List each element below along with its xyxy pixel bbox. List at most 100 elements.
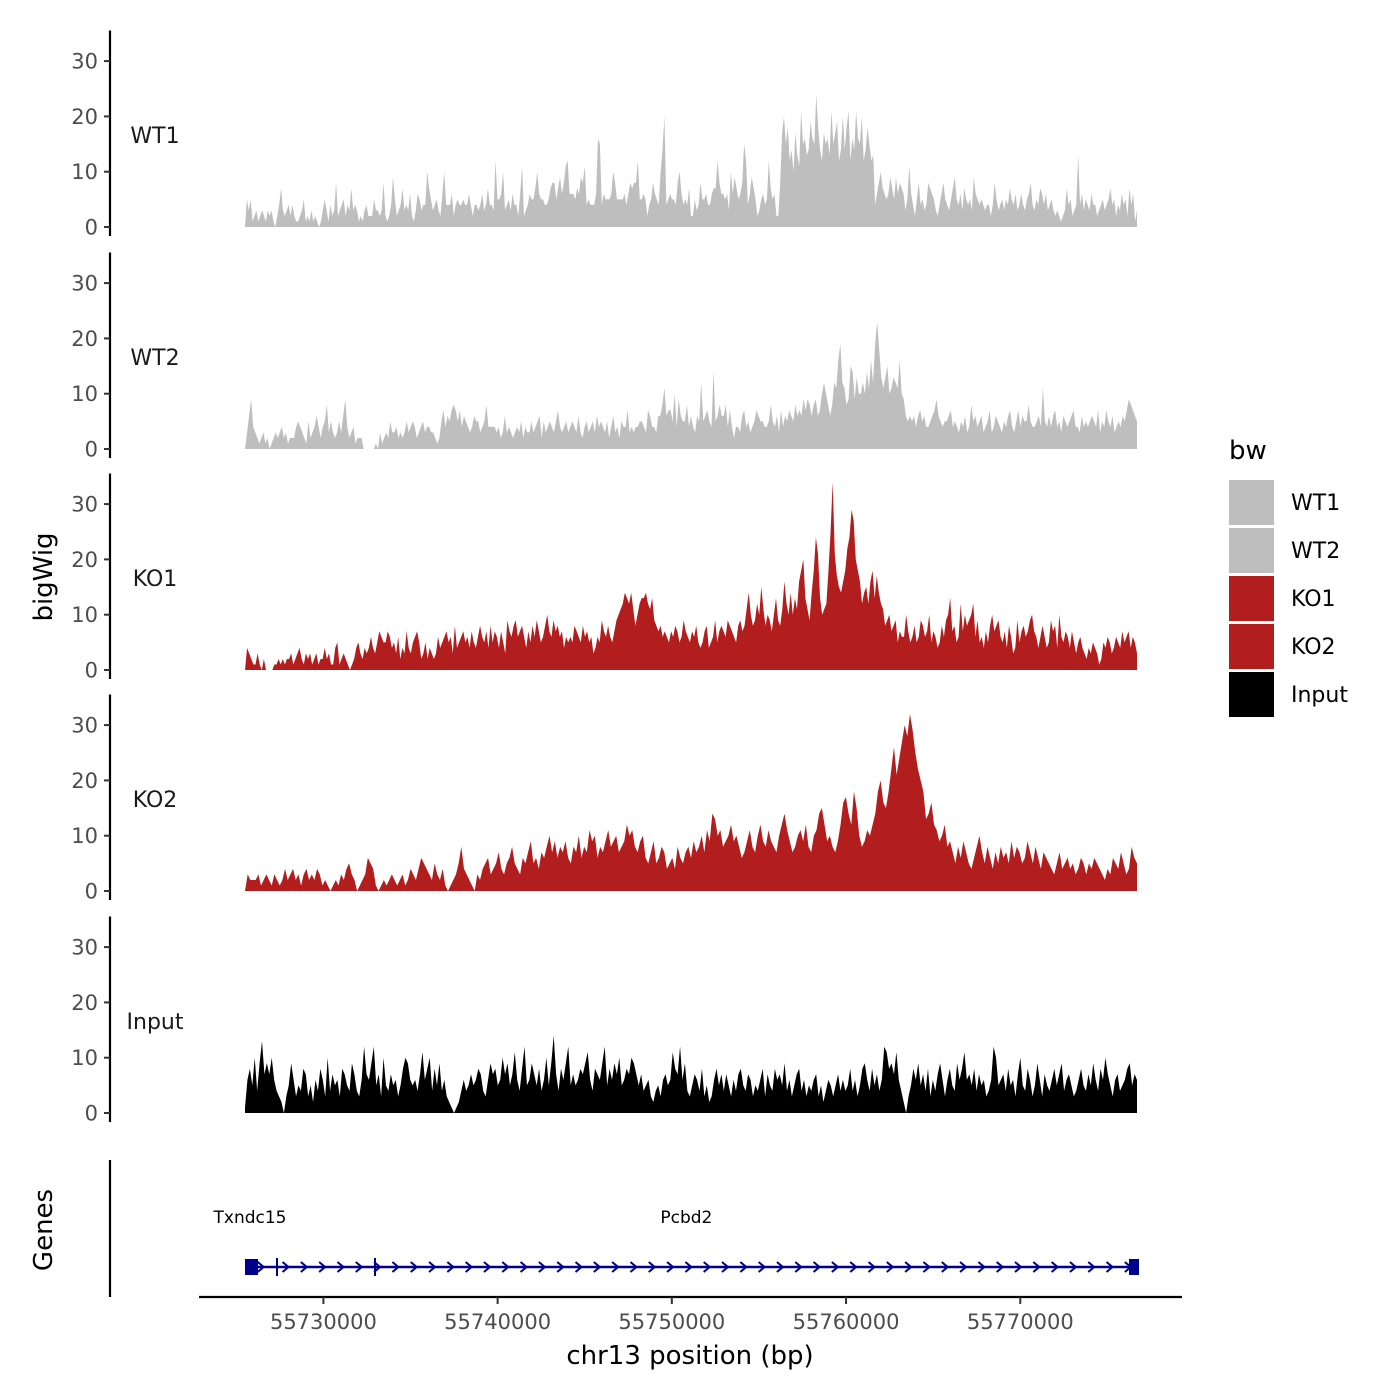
strand-arrow [611, 1261, 620, 1273]
strand-arrow [886, 1261, 895, 1273]
strand-arrow [812, 1261, 822, 1273]
strand-arrow [281, 1261, 291, 1273]
y-tick-label: 10 [71, 824, 98, 848]
y-tick-label: 30 [71, 714, 98, 738]
track-input: 0 10 20 30 Input [71, 916, 1137, 1126]
y-tick-label: 30 [71, 936, 98, 960]
gene-name: Txndc15 [213, 1208, 287, 1228]
strand-arrow [849, 1261, 858, 1273]
genes-axis-title: Genes [29, 1189, 59, 1271]
strand-arrow [1014, 1261, 1023, 1273]
strand-arrow [776, 1261, 785, 1273]
strand-arrow [373, 1261, 382, 1273]
strand-arrow [648, 1261, 657, 1273]
track-label: KO2 [133, 788, 178, 813]
y-tick-label: 20 [71, 769, 98, 793]
track-wt1: 0 10 20 30 WT1 [71, 30, 1137, 240]
strand-arrow [300, 1261, 309, 1273]
strand-arrow [794, 1261, 803, 1273]
y-tick-label: 10 [71, 1046, 98, 1070]
strand-arrow [336, 1261, 346, 1273]
gene-name: Pcbd2 [660, 1208, 712, 1228]
legend-title: bw [1229, 436, 1267, 466]
strand-arrow [556, 1261, 565, 1273]
strand-arrow [977, 1261, 986, 1273]
y-tick-label: 20 [71, 548, 98, 572]
strand-arrow [739, 1261, 748, 1273]
legend-label: WT2 [1291, 539, 1340, 564]
strand-arrow [941, 1261, 950, 1273]
strand-arrow [446, 1261, 455, 1273]
legend-swatch-wt2 [1229, 528, 1274, 573]
x-tick-label: 55730000 [270, 1310, 377, 1334]
x-axis: 55730000 55740000 55750000 55760000 55770000 [199, 1295, 1182, 1334]
legend-label: Input [1291, 683, 1348, 708]
track-wt2: 0 10 20 30 WT2 [71, 252, 1137, 462]
strand-arrow [391, 1261, 400, 1273]
y-tick-label: 10 [71, 603, 98, 627]
x-tick-label: 55760000 [793, 1310, 900, 1334]
y-tick-label: 20 [71, 327, 98, 351]
x-tick-label: 55770000 [967, 1310, 1074, 1334]
strand-arrow [410, 1261, 419, 1273]
y-tick-label: 0 [85, 216, 98, 240]
legend: bw WT1 WT2 KO1 KO2 Input [1229, 436, 1348, 717]
y-tick-label: 20 [71, 105, 98, 129]
track-label: Input [127, 1010, 184, 1035]
strand-arrow [355, 1261, 364, 1273]
y-tick-label: 10 [71, 160, 98, 184]
strand-arrow [428, 1261, 437, 1273]
legend-label: WT1 [1291, 491, 1340, 516]
gene-pcbd2: Pcbd2 [276, 1208, 1137, 1273]
legend-label: KO2 [1291, 635, 1336, 660]
strand-arrow [257, 1261, 266, 1273]
track-label: WT2 [130, 346, 179, 371]
legend-swatch-ko1 [1229, 576, 1274, 621]
y-tick-label: 30 [71, 493, 98, 517]
strand-arrow [1050, 1261, 1060, 1273]
area-ko2 [245, 714, 1137, 891]
area-input [245, 1035, 1137, 1113]
strand-arrow [959, 1261, 968, 1273]
y-tick-label: 30 [71, 50, 98, 74]
strand-arrow [721, 1261, 730, 1273]
legend-swatch-wt1 [1229, 480, 1274, 525]
strand-arrow [593, 1261, 602, 1273]
strand-arrow [483, 1261, 492, 1273]
y-tick-label: 0 [85, 438, 98, 462]
track-ko2: 0 10 20 30 KO2 [71, 694, 1137, 904]
legend-label: KO1 [1291, 587, 1336, 612]
y-tick-label: 10 [71, 382, 98, 406]
strand-arrow [519, 1261, 529, 1273]
strand-arrow [703, 1261, 712, 1273]
strand-arrow [904, 1261, 913, 1273]
track-label: KO1 [133, 567, 178, 592]
y-tick-label: 0 [85, 1102, 98, 1126]
strand-arrow [666, 1261, 675, 1273]
area-wt2 [245, 321, 1137, 449]
strand-arrow [1069, 1261, 1078, 1273]
track-ko1: 0 10 20 30 KO1 [71, 473, 1137, 683]
y-axis-title: bigWig [29, 532, 59, 621]
strand-arrow [831, 1261, 840, 1273]
strand-arrow [464, 1261, 474, 1273]
strand-arrow [684, 1261, 693, 1273]
legend-swatch-ko2 [1229, 624, 1274, 669]
strand-arrow [996, 1261, 1005, 1273]
y-tick-label: 0 [85, 659, 98, 683]
strand-arrow [1087, 1261, 1096, 1273]
x-axis-title: chr13 position (bp) [566, 1341, 813, 1371]
strand-arrow [757, 1261, 767, 1273]
x-tick-label: 55740000 [444, 1310, 551, 1334]
gene-exon [1129, 1259, 1139, 1275]
gene-exon [245, 1259, 258, 1275]
strand-arrow [538, 1261, 547, 1273]
strand-arrow [1032, 1261, 1041, 1273]
y-tick-label: 30 [71, 272, 98, 296]
strand-arrow [574, 1261, 584, 1273]
tracks-layer: 0 10 20 30 WT1 0 10 20 30 WT2 0 10 20 30 KO1 0 10 20 30 KO2… [71, 30, 1137, 1126]
x-tick-label: 55750000 [618, 1310, 725, 1334]
legend-swatch-input [1229, 672, 1274, 717]
genes-layer: Txndc15 Pcbd2 [108, 1160, 1139, 1297]
